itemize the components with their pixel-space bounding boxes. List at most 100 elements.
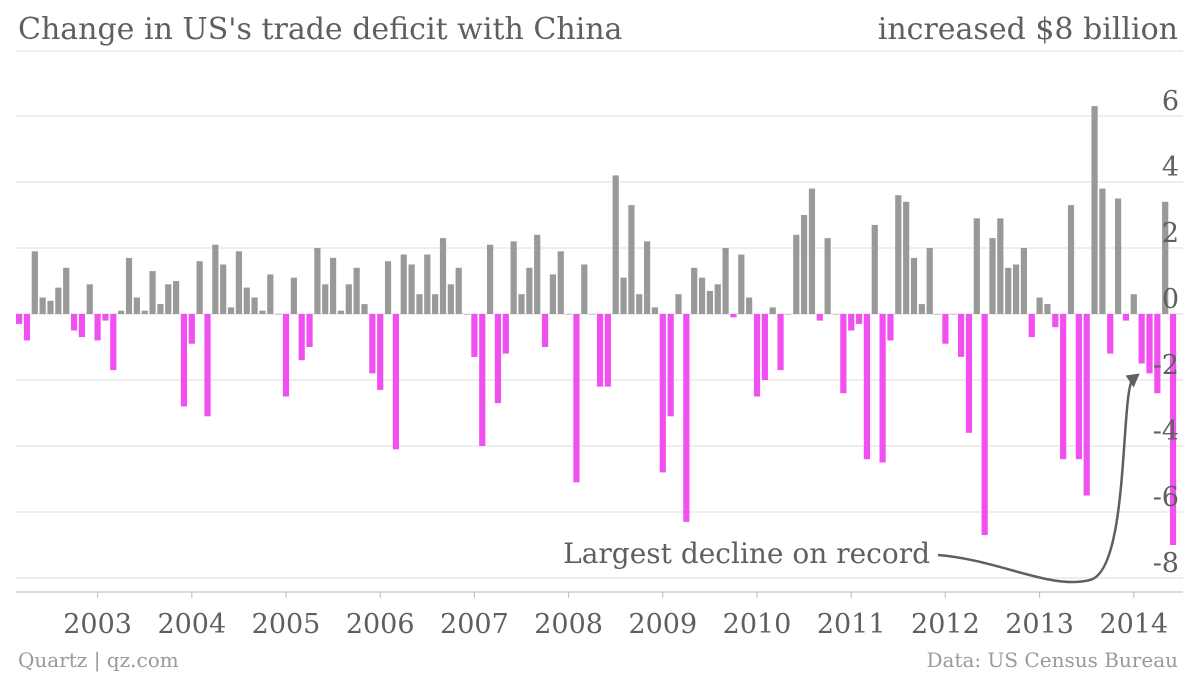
bar-increase [793, 234, 800, 314]
headline-note: increased $8 billion [877, 12, 1178, 47]
bar-increase [243, 287, 250, 314]
chart-title: Change in US's trade deficit with China [18, 12, 623, 47]
bar-increase [345, 284, 352, 314]
bar-increase [973, 218, 980, 314]
bar-decrease [777, 314, 784, 371]
bar-decrease [573, 314, 580, 483]
bar-increase [785, 314, 792, 315]
annotation-arrow [937, 376, 1135, 584]
bar-increase [801, 215, 808, 314]
bar-increase [675, 294, 682, 314]
bar-decrease [942, 314, 949, 344]
bar-increase [950, 314, 957, 315]
y-tick-label: -6 [1153, 482, 1179, 513]
bar-decrease [23, 314, 31, 341]
bar-increase [589, 314, 596, 315]
bar-decrease [667, 314, 674, 417]
bar-increase [651, 307, 659, 314]
y-tick-label: 4 [1162, 152, 1179, 183]
bar-increase [220, 264, 227, 314]
bar-increase [322, 284, 329, 314]
bar-increase [275, 314, 282, 315]
x-tick-label: 2006 [346, 609, 415, 640]
bar-decrease [102, 314, 109, 321]
bar-increase [934, 314, 941, 315]
bar-decrease [816, 314, 823, 321]
bar-increase [55, 287, 62, 314]
y-tick-label: 2 [1162, 218, 1179, 249]
bar-increase [353, 267, 360, 314]
bar-decrease [1154, 314, 1161, 394]
bar-decrease [1060, 314, 1067, 460]
bar-increase [926, 248, 933, 314]
bar-decrease [494, 314, 502, 404]
bar-increase [628, 205, 635, 314]
bar-increase [989, 238, 996, 314]
bar-increase [330, 257, 337, 314]
bar-increase [895, 195, 902, 314]
bar-decrease [541, 314, 549, 347]
bar-increase [157, 304, 164, 314]
bar-increase [518, 294, 525, 314]
bar-increase [824, 238, 831, 314]
bar-increase [636, 294, 643, 314]
bar-increase [808, 188, 816, 314]
bar-decrease [683, 314, 690, 522]
bar-increase [133, 297, 140, 314]
bar-increase [534, 234, 541, 314]
bar-increase [337, 310, 345, 314]
bar-increase [31, 251, 38, 314]
bar-increase [612, 175, 619, 314]
bars [16, 106, 1177, 545]
y-tick-label: 6 [1162, 86, 1179, 117]
bar-decrease [188, 314, 195, 344]
bar-decrease [879, 314, 886, 463]
bar-increase [1115, 198, 1122, 314]
bar-decrease [298, 314, 305, 361]
bar-decrease [730, 314, 737, 318]
bar-increase [251, 297, 258, 314]
bar-decrease [1083, 314, 1090, 496]
bar-increase [526, 267, 533, 314]
bar-decrease [958, 314, 965, 357]
x-tick-label: 2004 [157, 609, 226, 640]
bar-increase [1036, 297, 1043, 314]
bar-decrease [863, 314, 870, 460]
bar-decrease [94, 314, 101, 341]
bar-increase [361, 304, 368, 314]
bar-decrease [1075, 314, 1082, 460]
bar-increase [997, 218, 1004, 314]
bar-increase [691, 267, 698, 314]
bar-increase [196, 261, 203, 314]
bar-decrease [282, 314, 290, 397]
bar-increase [212, 244, 219, 314]
bar-decrease [16, 314, 23, 324]
bar-decrease [596, 314, 604, 387]
bar-increase [1005, 267, 1012, 314]
bar-decrease [70, 314, 78, 331]
bar-decrease [840, 314, 847, 394]
bar-decrease [110, 314, 117, 371]
x-tick-label: 2005 [252, 609, 321, 640]
bar-increase [165, 284, 172, 314]
y-tick-label: 0 [1162, 284, 1179, 315]
bar-decrease [180, 314, 188, 407]
bar-increase [267, 274, 274, 314]
bar-increase [698, 277, 706, 314]
bar-decrease [1146, 314, 1153, 374]
bar-increase [746, 297, 753, 314]
bar-decrease [78, 314, 85, 338]
y-tick-label: -2 [1153, 350, 1179, 381]
bar-increase [439, 238, 447, 314]
bar-increase [549, 274, 556, 314]
x-tick-label: 2012 [911, 609, 980, 640]
bar-increase [141, 310, 148, 314]
x-tick-label: 2009 [628, 609, 697, 640]
bar-increase [125, 257, 133, 314]
bar-decrease [502, 314, 509, 354]
bar-increase [384, 261, 392, 314]
bar-increase [871, 224, 878, 314]
bar-increase [1099, 188, 1106, 314]
bar-decrease [471, 314, 478, 357]
